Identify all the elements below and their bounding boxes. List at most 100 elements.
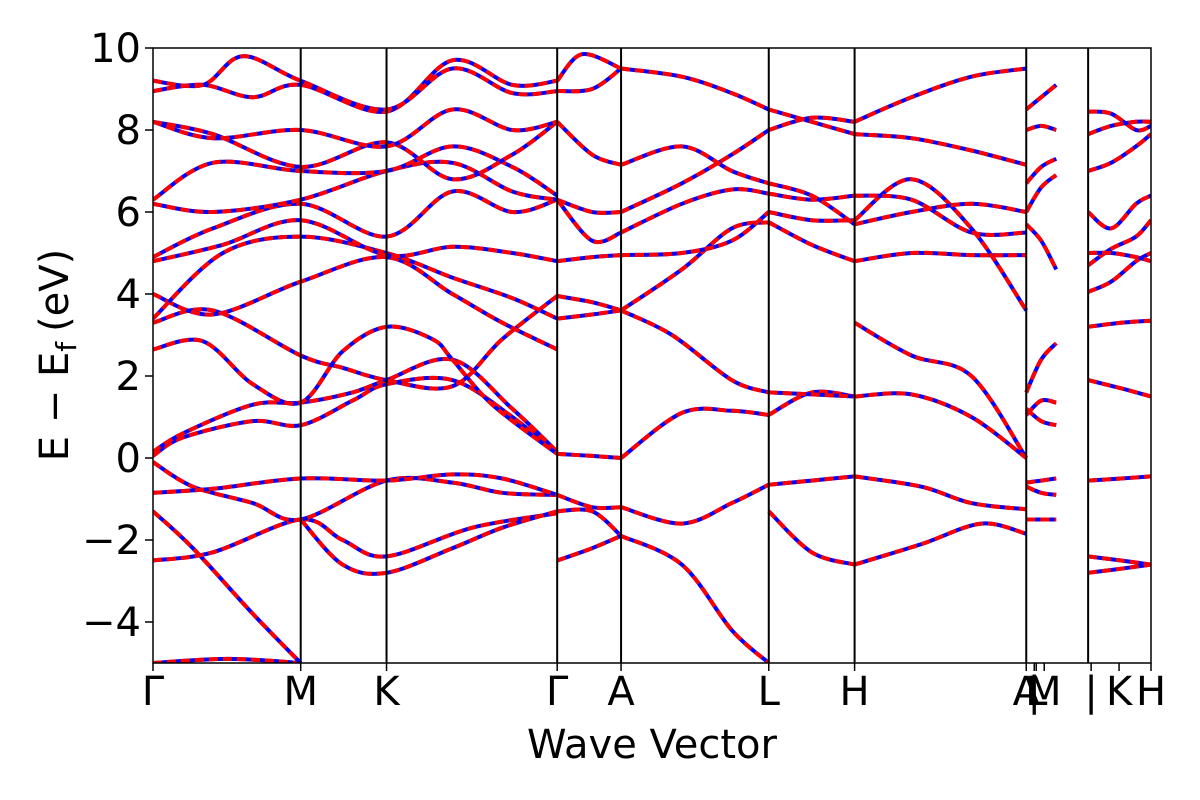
band-line-blue-45 [767,509,856,567]
band-line-blue-61 [853,66,1027,124]
band-line-red-7 [153,356,559,454]
band-line-red-60 [854,132,1027,167]
band-line-red-66 [1024,222,1058,271]
x-tick-label: A [1013,669,1041,715]
y-tick-label: −2 [82,518,141,564]
band-line-red-52 [853,320,1028,460]
band-line-blue-75 [1087,132,1151,173]
band-line-red-1 [153,509,303,663]
band-line-red-5 [153,472,558,497]
band-line-red-65 [1024,173,1058,214]
band-line-red-70 [1026,476,1057,485]
band-line-red-80 [1087,318,1151,329]
band-line-blue-55 [854,521,1027,567]
band-line-blue-29 [555,120,622,167]
x-tick-label: | [1084,669,1097,715]
y-axis-label-main: E − E [32,352,78,462]
band-line-red-20 [557,451,622,460]
band-line-red-47 [768,210,855,223]
band-line-blue-22 [557,507,623,538]
x-tick-label: L [758,669,781,715]
band-line-red-44 [768,474,855,487]
x-tick-label: H [1136,669,1166,715]
band-line-red-49 [768,181,856,226]
band-line-red-51 [768,107,856,137]
band-line-blue-32 [619,406,770,460]
band-line-red-74 [1087,119,1151,136]
x-tick-label: A [607,669,635,715]
x-tick-label: K [373,669,401,715]
x-tick-label: H [840,669,870,715]
band-line-red-31 [555,52,622,83]
band-line-red-46 [767,220,856,264]
band-line-red-23 [556,534,622,563]
band-line-red-84 [1087,562,1151,575]
band-line-blue-78 [1087,251,1151,294]
band-line-red-21 [556,493,622,511]
band-line-blue-39 [620,128,770,214]
band-line-red-56 [854,250,1027,264]
band-line-red-79 [1088,250,1151,264]
band-line-red-12 [153,218,558,264]
plot-frame [152,47,1152,664]
band-line-red-13 [153,189,558,259]
band-line-red-15 [153,144,559,202]
band-line-red-58 [854,193,1027,237]
band-line-blue-36 [619,220,770,313]
band-line-red-29 [555,120,622,167]
x-tick-label: M [283,669,318,715]
band-line-red-24 [556,308,622,321]
x-axis-label: Wave Vector [527,722,778,768]
band-line-red-81 [1087,378,1151,399]
band-line-red-57 [853,177,1028,312]
band-line-blue-10 [153,255,559,352]
band-line-red-53 [854,391,1028,460]
band-line-red-26 [556,253,622,264]
x-tick-label: L [1025,669,1048,715]
band-line-red-71 [1025,484,1057,497]
band-line-red-45 [767,509,856,567]
band-line-red-30 [557,66,623,94]
high-symmetry-lines [299,48,1090,663]
band-line-red-9 [153,294,559,391]
band-line-red-43 [768,390,855,399]
band-line-red-35 [620,308,770,395]
band-line-red-3 [299,509,558,576]
band-line-red-0 [153,656,301,663]
x-tick-label: | [1027,669,1040,715]
band-line-red-27 [556,197,622,215]
band-line-red-34 [620,534,771,663]
band-line-red-33 [620,482,770,526]
band-line-red-48 [768,191,855,202]
band-line-red-77 [1086,218,1151,267]
band-line-blue-6 [153,375,559,458]
band-line-red-16 [153,119,559,182]
band-line-red-62 [1024,83,1058,112]
band-line-red-6 [153,375,559,458]
band-line-red-63 [1025,123,1057,132]
band-line-red-25 [556,294,622,313]
band-line-red-38 [620,187,770,235]
y-tick-label: 8 [116,108,141,154]
band-line-red-32 [619,406,770,460]
y-axis-label-unit: (eV) [32,249,78,332]
band-line-red-41 [620,66,770,112]
band-line-blue-49 [768,181,856,226]
band-line-red-69 [1024,407,1057,428]
band-line-red-76 [1086,193,1151,231]
band-line-red-64 [1024,156,1058,185]
band-line-red-75 [1087,132,1151,173]
band-line-red-10 [153,255,559,352]
x-tick-label: M [1027,669,1062,715]
band-line-blue-57 [853,177,1028,312]
band-line-red-4 [153,460,558,523]
band-line-red-28 [555,198,622,244]
y-axis-label: E − Ef (eV) [32,249,83,462]
y-tick-label: 6 [116,190,141,236]
band-line-red-59 [854,201,1027,227]
band-line-blue-38 [620,187,770,235]
band-line-red-19 [153,54,558,112]
x-tick-label: K [1106,669,1134,715]
band-line-blue-17 [153,107,558,149]
